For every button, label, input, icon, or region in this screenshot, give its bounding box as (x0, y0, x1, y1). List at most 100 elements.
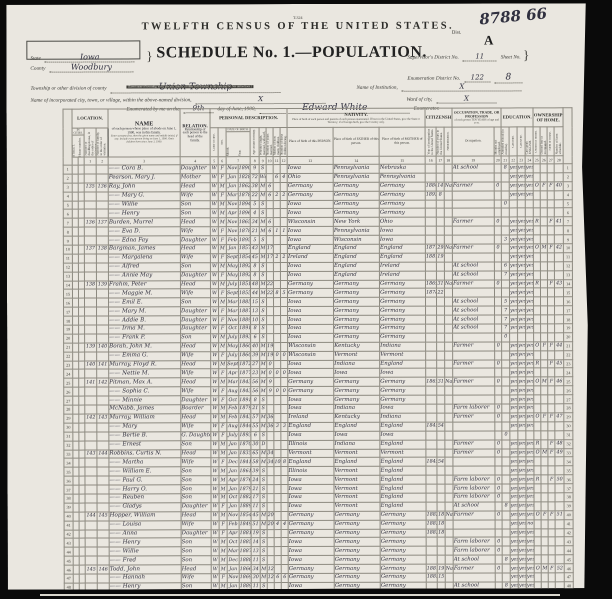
cell-school-months (502, 368, 510, 377)
row-line-number: 3 (563, 182, 572, 191)
cell-years-in-us (437, 360, 445, 369)
cell-home-owned-rented (534, 555, 541, 564)
row-line-number: 14 (63, 281, 72, 290)
cell-sex: M (220, 468, 226, 474)
cell-can-speak-english: yes (526, 254, 534, 260)
row-line-number: 33 (564, 448, 573, 457)
cell-dwelling (85, 476, 97, 485)
ownership-column-label: Owned or rented. (533, 127, 540, 156)
cell-home-free-mortgaged (541, 324, 548, 333)
color-column-label: Color or race. (210, 128, 218, 157)
cell-sex: F (219, 387, 227, 396)
row-line-number: 21 (64, 343, 73, 352)
cell-years-in-us: 18 (438, 512, 445, 518)
cell-can-speak-english: yes (526, 468, 535, 474)
cell-birthplace: Germany (288, 378, 334, 387)
cell-children-living (281, 449, 288, 458)
marital-status-label: Whether single, married, widowed, or div… (259, 131, 267, 156)
cell-birthplace-father: Vermont (334, 351, 380, 360)
cell-months-unemployed: 0 (497, 565, 501, 571)
cell-sex: F (218, 289, 226, 298)
cell-birthplace: Iowa (287, 262, 333, 271)
cell-mother-of-children (273, 245, 280, 254)
cell-can-read: yes (510, 379, 518, 385)
cell-birthplace-mother: Germany (380, 546, 426, 555)
cell-years-married (267, 485, 274, 494)
occupation-title: OCCUPATION, TRADE, OR PROFESSION (453, 110, 500, 119)
cell-years-in-us: 18 (438, 521, 445, 527)
cell-can-speak-english: yes (525, 236, 534, 242)
cell-mother-of-children (274, 538, 281, 547)
cell-years-in-us (437, 271, 445, 280)
cell-birthplace-father: Germany (333, 182, 379, 191)
cell-dwelling (84, 192, 96, 201)
cell-farm-or-house: F (549, 281, 553, 287)
cell-birthplace: Germany (287, 182, 333, 191)
cell-farm-schedule-no (555, 297, 564, 306)
cell-birthplace-father: Germany (334, 289, 380, 298)
cell-relation: Wife (180, 227, 210, 236)
cell-birthplace-father: Kentucky (334, 342, 380, 351)
cell-can-write: yes (518, 565, 527, 571)
cell-occupation: At school (453, 262, 495, 271)
row-line-number: 21 (564, 342, 573, 351)
cell-birthplace-mother: Germany (380, 333, 426, 342)
birth-year-label: Year. (238, 149, 242, 157)
cell-marital: M (260, 344, 266, 350)
cell-birthplace-mother: Germany (379, 182, 425, 191)
cell-months-unemployed (494, 226, 501, 235)
cell-occupation: Farm laborer (453, 493, 495, 502)
cell-can-write: yes (518, 308, 526, 314)
cell-relation: Son (181, 538, 211, 547)
cell-farm-schedule-no (554, 226, 563, 235)
cell-farm-schedule-no: 44 (556, 343, 563, 349)
cell-home-owned-rented (534, 519, 541, 528)
cell-birth-year: 1855 (239, 291, 251, 297)
row-line-number: 1 (63, 165, 72, 174)
cell-age: 39 (252, 353, 259, 359)
cell-farm-or-house: F (549, 450, 554, 456)
cell-color: W (211, 219, 217, 226)
row-line-number: 31 (64, 432, 73, 441)
cell-color: W (211, 273, 217, 279)
cell-school-months (502, 280, 510, 289)
cell-marital: M (260, 459, 266, 465)
row-line-number: 2 (563, 173, 572, 182)
cell-name: Murray, Floyd R. (109, 360, 181, 369)
cell-home-free-mortgaged (541, 351, 548, 360)
cell-occupation: At school (453, 271, 495, 280)
column-number: 13 (287, 156, 333, 164)
cell-birth-year: 1887 (239, 548, 252, 554)
row-line-number: 10 (63, 245, 72, 254)
cell-home-owned-rented (534, 404, 541, 413)
cell-home-free-mortgaged (541, 253, 548, 262)
cell-school-months (502, 395, 510, 404)
cell-naturalization: Na (445, 281, 453, 287)
cell-naturalization (445, 404, 453, 413)
cell-school-months (501, 182, 509, 191)
cell-birthplace: Wisconsin (287, 218, 333, 227)
cell-can-write: yes (518, 254, 526, 260)
cell-birth-month: Feb (228, 406, 238, 412)
row-line-number: 7 (563, 217, 572, 226)
row-line-number: 6 (563, 208, 572, 217)
cell-years-in-us (436, 235, 444, 244)
cell-home-free-mortgaged (540, 208, 547, 217)
cell-immigration-year: 1892 (425, 192, 437, 198)
cell-mother-of-children: 6 (275, 175, 279, 181)
cell-family (97, 387, 109, 396)
cell-marital: S (261, 335, 265, 341)
cell-farm-schedule-no: 48 (556, 441, 563, 447)
cell-years-in-us (437, 333, 445, 342)
cell-dwelling (85, 583, 97, 592)
cell-years-in-us: 8 (436, 191, 444, 200)
cell-can-write: yes (518, 316, 526, 323)
cell-color: W (212, 477, 218, 483)
cell-birthplace-mother: Germany (380, 511, 426, 520)
cell-school-months: 0 (501, 200, 509, 209)
cell-mother-of-children (274, 582, 281, 591)
cell-years-married (267, 396, 274, 405)
cell-home-free-mortgaged (541, 422, 548, 431)
ownership-group-header: OWNERSHIP OF HOME. (533, 108, 563, 127)
